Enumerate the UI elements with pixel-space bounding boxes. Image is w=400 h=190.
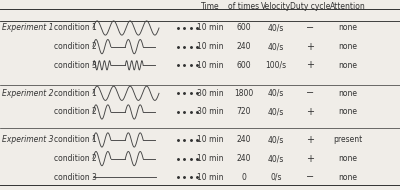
Text: +: + <box>306 60 314 70</box>
Text: none: none <box>338 89 358 98</box>
Text: 40/s: 40/s <box>268 154 284 163</box>
Text: condition 1: condition 1 <box>54 24 97 32</box>
Text: −: − <box>306 23 314 33</box>
Text: none: none <box>338 154 358 163</box>
Text: condition 1: condition 1 <box>54 89 97 98</box>
Text: 30 min: 30 min <box>197 108 223 116</box>
Text: condition 2: condition 2 <box>54 42 97 51</box>
Text: 10 min: 10 min <box>197 135 223 144</box>
Text: 240: 240 <box>237 42 251 51</box>
Text: 240: 240 <box>237 135 251 144</box>
Text: condition 1: condition 1 <box>54 135 97 144</box>
Text: none: none <box>338 61 358 70</box>
Text: +: + <box>306 154 314 164</box>
Text: 30 min: 30 min <box>197 89 223 98</box>
Text: condition 2: condition 2 <box>54 154 97 163</box>
Text: Experiment 3: Experiment 3 <box>2 135 54 144</box>
Text: Duty cycle: Duty cycle <box>290 2 330 11</box>
Text: +: + <box>306 107 314 117</box>
Text: Experiment 1: Experiment 1 <box>2 24 54 32</box>
Text: 240: 240 <box>237 154 251 163</box>
Text: 720: 720 <box>237 108 251 116</box>
Text: 40/s: 40/s <box>268 24 284 32</box>
Text: Experiment 2: Experiment 2 <box>2 89 54 98</box>
Text: 10 min: 10 min <box>197 173 223 182</box>
Text: Attention: Attention <box>330 2 366 11</box>
Text: condition 3: condition 3 <box>54 173 97 182</box>
Text: 40/s: 40/s <box>268 135 284 144</box>
Text: 600: 600 <box>237 24 251 32</box>
Text: none: none <box>338 173 358 182</box>
Text: 10 min: 10 min <box>197 61 223 70</box>
Text: 10 min: 10 min <box>197 154 223 163</box>
Text: −: − <box>306 88 314 98</box>
Text: none: none <box>338 24 358 32</box>
Text: 40/s: 40/s <box>268 42 284 51</box>
Text: 0/s: 0/s <box>270 173 282 182</box>
Text: 100/s: 100/s <box>266 61 286 70</box>
Text: 0: 0 <box>242 173 246 182</box>
Text: Number
of times: Number of times <box>228 0 260 11</box>
Text: 1800: 1800 <box>234 89 254 98</box>
Text: condition 3: condition 3 <box>54 61 97 70</box>
Text: 10 min: 10 min <box>197 42 223 51</box>
Text: 40/s: 40/s <box>268 89 284 98</box>
Text: condition 2: condition 2 <box>54 108 97 116</box>
Text: −: − <box>306 172 314 182</box>
Text: +: + <box>306 135 314 145</box>
Text: Velocity: Velocity <box>261 2 291 11</box>
Text: 600: 600 <box>237 61 251 70</box>
Text: none: none <box>338 42 358 51</box>
Text: present: present <box>333 135 363 144</box>
Text: 40/s: 40/s <box>268 108 284 116</box>
Text: +: + <box>306 42 314 52</box>
Text: 10 min: 10 min <box>197 24 223 32</box>
Text: Time: Time <box>201 2 219 11</box>
Text: none: none <box>338 108 358 116</box>
